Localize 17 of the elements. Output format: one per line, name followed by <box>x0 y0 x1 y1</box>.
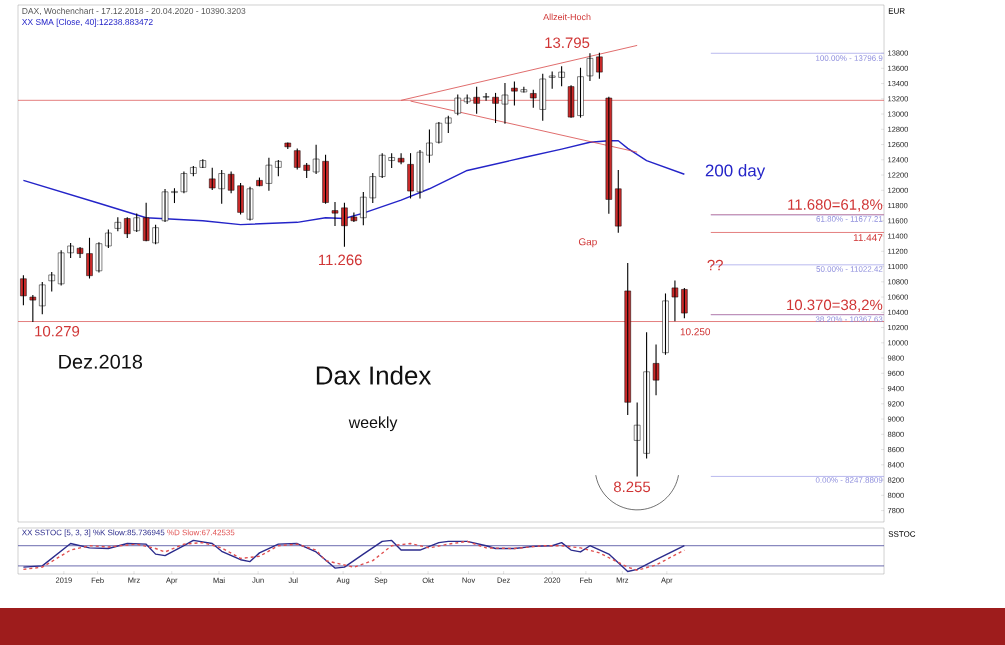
annotation: Dez.2018 <box>59 354 143 369</box>
annotation: Dax Index <box>316 365 432 385</box>
annotation: 13.795 <box>545 37 590 49</box>
text: XX SMA [Close, 40]:12238.883472 <box>21 18 153 27</box>
annotation: 10.370=38,2% <box>787 299 883 312</box>
annotation: 11.447 <box>853 234 883 242</box>
annotation: 11.266 <box>318 254 362 266</box>
annotation: weekly <box>348 416 398 432</box>
annotation: ?? <box>707 259 723 271</box>
chart-title: DAX, Wochenchart - 17.12.2018 - 20.04.2020 - 10390.3203 <box>22 7 246 15</box>
annotation: Allzeit-Hoch <box>543 13 591 21</box>
annotation: 10.279 <box>35 325 80 337</box>
annotation: 8.255 <box>613 481 651 493</box>
annotation: 10.250 <box>680 328 711 336</box>
annotation: Gap <box>578 238 597 248</box>
annotation: 11.680=61,8% <box>788 199 883 212</box>
annotation: 200 day <box>705 164 766 180</box>
